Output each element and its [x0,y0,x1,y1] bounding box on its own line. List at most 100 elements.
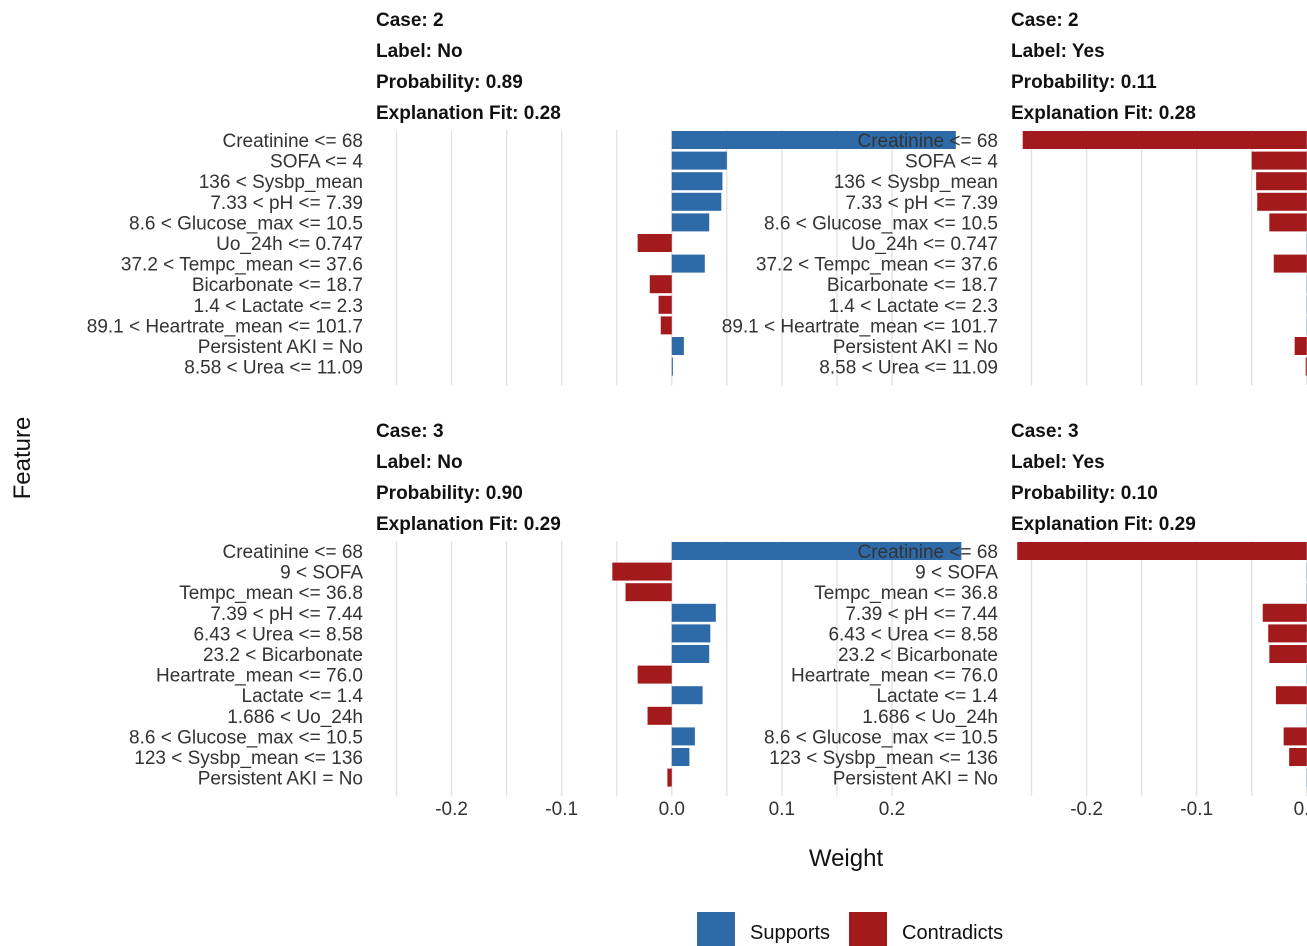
feature-label: 1.686 < Uo_24h [862,707,998,728]
legend-swatch [849,912,887,946]
bar [671,172,723,191]
x-tick-label: -0.1 [545,799,578,820]
panel-title-line: Probability: 0.11 [1011,72,1157,93]
feature-label: 89.1 < Heartrate_mean <= 101.7 [722,316,998,337]
x-tick-label: 0.2 [879,799,905,820]
bar [637,234,672,252]
x-axis-title: Weight [809,845,884,872]
bar [1262,603,1307,622]
feature-label: 37.2 < Tempc_mean <= 37.6 [121,255,363,276]
bar [1256,172,1307,191]
bar [1251,151,1307,170]
feature-label: 8.6 < Glucose_max <= 10.5 [129,727,363,748]
panels: Case: 2 Label: No Probability: 0.89 Explana… [87,10,1307,820]
bar [1257,192,1307,211]
bar [671,748,690,766]
feature-label: SOFA <= 4 [905,152,998,173]
feature-label: Creatinine <= 68 [223,131,364,152]
bar [1289,748,1307,766]
feature-label: Heartrate_mean <= 76.0 [156,666,363,687]
bar [1017,542,1307,560]
feature-label: 7.39 < pH <= 7.44 [210,604,363,625]
bar [1283,727,1307,746]
y-axis-title: Feature [9,417,36,500]
feature-label: 123 < Sysbp_mean <= 136 [769,748,998,769]
feature-label: Bicarbonate <= 18.7 [192,275,363,296]
panel-title-line: Probability: 0.10 [1011,483,1158,504]
bar [1273,254,1307,273]
feature-label: 7.39 < pH <= 7.44 [845,604,998,625]
feature-label: 8.58 < Urea <= 11.09 [819,358,998,379]
bar [658,295,672,314]
feature-label: 89.1 < Heartrate_mean <= 101.7 [87,316,363,337]
panel-title-line: Explanation Fit: 0.28 [376,103,561,124]
feature-label: Persistent AKI = No [833,769,998,790]
panel-title-line: Case: 3 [376,421,444,442]
feature-label: 8.58 < Urea <= 11.09 [184,358,363,379]
feature-label: Creatinine <= 68 [858,542,999,563]
feature-label: 8.6 < Glucose_max <= 10.5 [764,213,998,234]
bar [649,275,672,294]
feature-label: 23.2 < Bicarbonate [203,645,363,666]
legend: Supports Contradicts [697,912,1003,946]
panel-4: Case: 3 Label: Yes Probability: 0.10 Explan… [764,421,1307,820]
panel-title-line: Explanation Fit: 0.28 [1011,103,1196,124]
feature-label: Persistent AKI = No [833,337,998,358]
panel-3: Case: 3 Label: No Probability: 0.90 Explana… [129,421,962,820]
feature-label: 1.686 < Uo_24h [227,707,363,728]
feature-label: Lactate <= 1.4 [877,686,999,707]
bar [625,583,672,602]
x-tick-label: 0.0 [1294,799,1307,820]
feature-label: 1.4 < Lactate <= 2.3 [193,296,363,317]
x-tick-label: 0.0 [659,799,685,820]
feature-label: 6.43 < Urea <= 8.58 [828,624,998,645]
bar [1269,645,1307,663]
feature-label: 8.6 < Glucose_max <= 10.5 [764,727,998,748]
feature-label: Creatinine <= 68 [858,131,999,152]
bar [671,727,695,746]
panel-title-line: Explanation Fit: 0.29 [376,514,561,535]
bar [671,603,716,622]
bar [671,337,684,355]
bar [671,645,710,663]
x-tick-label: -0.2 [435,799,468,820]
bar [671,686,703,705]
panel-2: Case: 2 Label: Yes Probability: 0.11 Explan… [722,10,1307,386]
bar [647,706,672,725]
bar [660,316,672,335]
feature-label: 23.2 < Bicarbonate [838,645,998,666]
feature-label: 7.33 < pH <= 7.39 [845,193,998,214]
bar [637,665,672,684]
feature-label: 9 < SOFA [280,563,363,584]
bar [667,768,672,787]
panel-title-line: Explanation Fit: 0.29 [1011,514,1196,535]
bar [1269,213,1307,232]
feature-label: Uo_24h <= 0.747 [851,234,998,255]
panel-title-line: Case: 3 [1011,421,1079,442]
bar [671,213,710,232]
feature-label: 136 < Sysbp_mean [199,172,363,193]
panel-title-line: Probability: 0.90 [376,483,523,504]
feature-label: Creatinine <= 68 [223,542,364,563]
feature-label: Lactate <= 1.4 [242,686,364,707]
feature-label: Heartrate_mean <= 76.0 [791,666,998,687]
panel-title-line: Case: 2 [1011,10,1079,31]
feature-label: 6.43 < Urea <= 8.58 [193,624,363,645]
feature-label: 8.6 < Glucose_max <= 10.5 [129,213,363,234]
panel-1: Case: 2 Label: No Probability: 0.89 Explana… [87,10,956,386]
bar [671,192,722,211]
feature-label: Tempc_mean <= 36.8 [814,583,998,604]
x-tick-label: -0.1 [1180,799,1213,820]
bar [671,542,962,560]
bar [1275,686,1307,705]
feature-label: Persistent AKI = No [198,769,363,790]
bar [1294,337,1307,355]
panel-title-line: Label: No [376,41,463,62]
bar [1305,357,1307,376]
feature-label: Bicarbonate <= 18.7 [827,275,998,296]
x-tick-label: 0.1 [769,799,795,820]
panel-title-line: Label: No [376,452,463,473]
feature-label: 136 < Sysbp_mean [834,172,998,193]
x-tick-label: -0.2 [1070,799,1103,820]
